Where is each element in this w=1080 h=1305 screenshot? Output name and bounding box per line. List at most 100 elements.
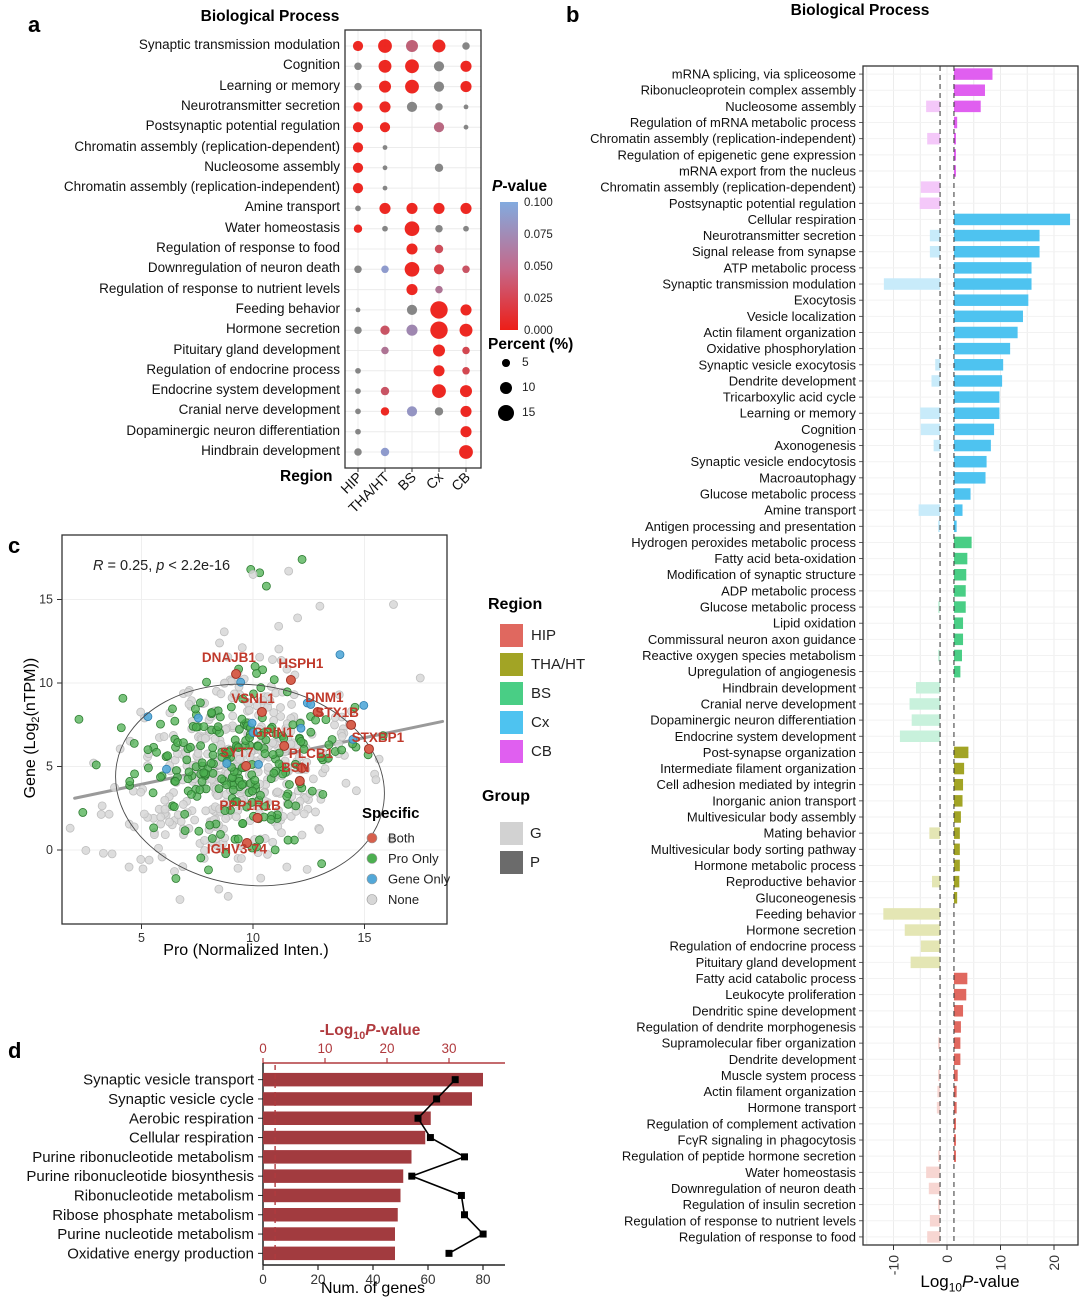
- bar-p: [953, 100, 981, 113]
- gene-count-bar: [263, 1208, 398, 1222]
- bar-g: [920, 940, 941, 952]
- panel-b-row-label: Actin filament organization: [704, 325, 856, 340]
- panel-b-row-label: Actin filament organization: [704, 1084, 856, 1099]
- scatter-point-pro: [208, 768, 218, 778]
- bar-p: [953, 585, 966, 597]
- panel-a-row-label: Feeding behavior: [235, 300, 340, 316]
- scatter-point-both: [297, 763, 308, 774]
- panel-a-row-label: Nucleosome assembly: [204, 158, 340, 174]
- scatter-point-none: [308, 774, 318, 784]
- region-legend-title: Region: [488, 596, 543, 613]
- dot-matrix-cell: [435, 103, 443, 111]
- panel-d-row-label: Purine nucleotide metabolism: [57, 1226, 254, 1243]
- pvalue-gradient-bar: [500, 202, 518, 330]
- specific-legend-swatch: [366, 832, 378, 844]
- panel-b-row-label: Postsynaptic potential regulation: [669, 196, 856, 211]
- scatter-point-none: [193, 748, 203, 758]
- y-tick-label: 10: [39, 676, 53, 690]
- scatter-point-none: [337, 732, 347, 741]
- bar-p: [953, 1005, 964, 1017]
- scatter-point-both: [231, 668, 242, 679]
- percent-legend-dot: [497, 404, 515, 422]
- scatter-point-pro: [261, 802, 271, 811]
- scatter-point-pro: [217, 774, 227, 784]
- dot-matrix-cell: [379, 202, 391, 214]
- panel-b-row-label: Commissural neuron axon guidance: [648, 632, 856, 647]
- panel-c-tag: c: [8, 533, 21, 558]
- scatter-point-both: [256, 707, 267, 718]
- percent-legend-title: Percent (%): [488, 336, 574, 353]
- panel-b-row-label: Feeding behavior: [756, 906, 857, 921]
- scatter-point-none: [210, 734, 220, 744]
- region-swatch-THA/HT: [500, 653, 523, 676]
- scatter-point-none: [214, 884, 224, 894]
- scatter-point-none: [136, 855, 146, 864]
- panel-a-row-label: Chromatin assembly (replication-dependen…: [74, 138, 340, 154]
- panel-b-row-label: Synaptic vesicle exocytosis: [698, 357, 856, 372]
- dot-matrix-cell: [380, 407, 390, 416]
- x-tick-label: 20: [1046, 1255, 1062, 1271]
- panel-b-row-label: Tricarboxylic acid cycle: [723, 390, 856, 405]
- bar-g: [938, 520, 941, 533]
- gene-count-bar: [263, 1072, 483, 1087]
- dot-matrix-cell: [459, 445, 473, 459]
- bar-g: [883, 908, 941, 920]
- scatter-point-none: [334, 690, 344, 700]
- dot-matrix-cell: [433, 61, 445, 72]
- scatter-point-none: [220, 678, 230, 688]
- scatter-point-pro: [118, 693, 128, 703]
- scatter-point-none: [138, 864, 148, 874]
- scatter-point-none: [330, 720, 339, 730]
- dot-matrix-cell: [379, 101, 391, 113]
- scatter-point-pro: [291, 801, 301, 811]
- panel-a-row-label: Hindbrain development: [201, 443, 340, 458]
- scatter-point-none: [175, 895, 185, 904]
- panel-a-row-label: Downregulation of neuron death: [147, 260, 340, 276]
- scatter-point-pro: [208, 743, 218, 753]
- panel-b-row-label: Regulation of mRNA metabolic process: [630, 115, 857, 130]
- scatter-point-pro: [215, 712, 225, 722]
- bar-p: [953, 827, 960, 839]
- panel-d-tag: d: [8, 1038, 22, 1063]
- scatter-point-none: [223, 891, 233, 901]
- panel-a-row-label: Learning or memory: [219, 77, 340, 93]
- scatter-point-pro: [197, 777, 207, 786]
- panel-b-row-label: Amine transport: [764, 503, 856, 518]
- bar-p: [953, 439, 991, 452]
- bar-p: [953, 552, 968, 565]
- specific-legend-label: Gene Only: [388, 872, 451, 887]
- scatter-point-none: [129, 822, 139, 832]
- scatter-point-none: [311, 807, 320, 817]
- panel-b-row-label: Regulation of response to nutrient level…: [624, 1213, 856, 1228]
- scatter-point-none: [276, 703, 285, 712]
- panel-d-top-axis-label: -Log10P-value: [319, 1022, 421, 1043]
- scatter-point-pro: [191, 722, 201, 732]
- panel-b-row-label: Cellular respiration: [748, 212, 856, 227]
- scatter-point-none: [371, 775, 381, 785]
- dot-matrix-cell: [460, 304, 472, 316]
- scatter-point-pro: [221, 849, 231, 859]
- bar-p: [953, 520, 957, 533]
- dot-matrix-cell: [404, 261, 420, 277]
- scatter-point-none: [223, 652, 233, 662]
- scatter-point-pro: [196, 698, 205, 708]
- scatter-point-none: [287, 700, 296, 709]
- scatter-point-none: [341, 778, 351, 788]
- top-tick-label: 10: [317, 1041, 332, 1056]
- dot-matrix-cell: [355, 307, 361, 313]
- gene-count-bar: [263, 1130, 426, 1145]
- scatter-point-pro: [252, 842, 261, 852]
- bar-p: [953, 391, 1000, 403]
- scatter-point-none: [200, 733, 210, 743]
- density-contour: [115, 683, 385, 887]
- bar-p: [953, 843, 960, 856]
- dot-matrix-cell: [406, 40, 418, 52]
- scatter-point-pro: [207, 708, 216, 717]
- scatter-point-pro: [78, 808, 88, 817]
- bar-p: [953, 375, 1003, 387]
- scatter-point-none: [277, 828, 286, 838]
- scatter-point-pro: [318, 790, 328, 799]
- specific-legend-label: Both: [388, 831, 415, 846]
- gene-label: STX1B: [315, 705, 359, 720]
